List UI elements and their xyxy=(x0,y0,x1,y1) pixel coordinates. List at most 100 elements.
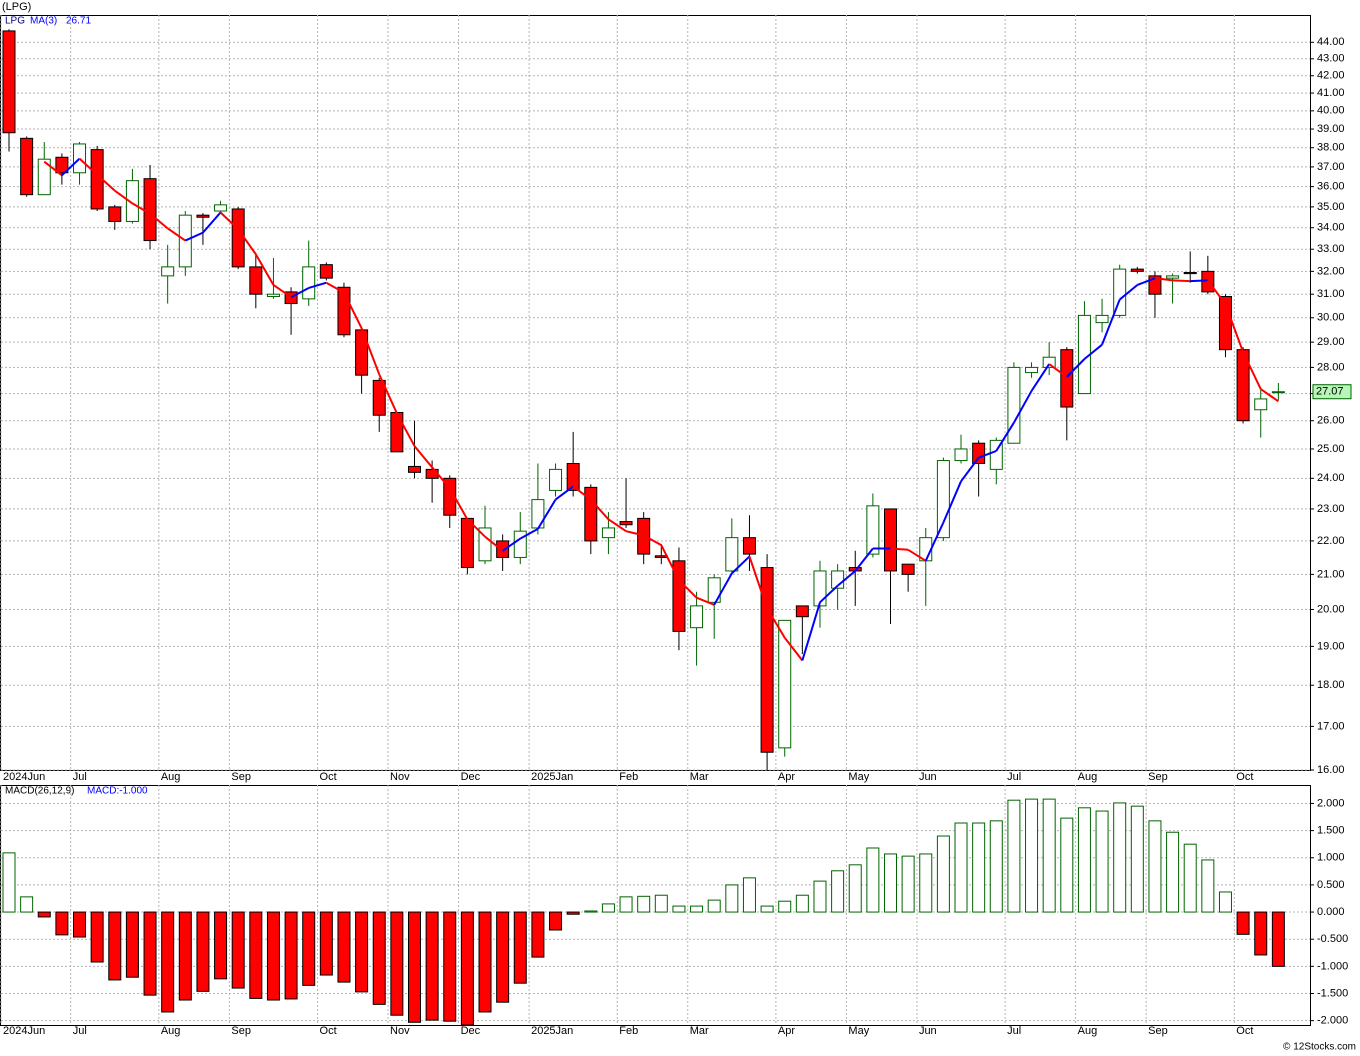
candle-body xyxy=(266,293,280,298)
ma-line xyxy=(114,189,133,205)
macd-bar xyxy=(302,911,316,986)
ma-line xyxy=(1101,299,1121,346)
x-tick-label: Oct xyxy=(1236,1025,1253,1037)
candle-body xyxy=(654,555,668,558)
macd-bar xyxy=(549,911,563,931)
macd-bar xyxy=(760,905,774,913)
ma-line xyxy=(660,544,680,581)
y-tick-label: 37.00 xyxy=(1317,161,1345,173)
ma-line xyxy=(625,530,644,537)
ma-line xyxy=(960,457,980,482)
chart-title: (LPG) xyxy=(2,1,31,13)
candle-body xyxy=(478,527,492,562)
y-tick-label: 44.00 xyxy=(1317,36,1345,48)
candle-body xyxy=(460,517,474,569)
candle-body xyxy=(513,530,527,558)
price-panel xyxy=(0,15,1311,771)
y-tick-label: 1.000 xyxy=(1317,852,1345,864)
y-tick-label: 31.00 xyxy=(1317,288,1345,300)
macd-bar xyxy=(337,911,351,983)
macd-bar xyxy=(319,911,333,976)
candle-body xyxy=(284,291,298,305)
candle-body xyxy=(813,570,827,607)
ma-line xyxy=(590,498,610,520)
ma-line xyxy=(607,518,627,532)
candle-body xyxy=(584,486,598,542)
ma-line xyxy=(819,585,839,604)
macd-bar xyxy=(143,911,157,996)
candle-body xyxy=(407,465,421,473)
candle-body xyxy=(742,537,756,555)
ma-line xyxy=(801,602,821,661)
x-tick-label: Nov xyxy=(390,1025,410,1037)
legend-symbol: LPG xyxy=(5,16,25,27)
macd-bar xyxy=(513,911,527,984)
macd-bar xyxy=(848,864,862,913)
ma-line xyxy=(713,572,733,606)
ma-line xyxy=(96,173,116,192)
macd-bar xyxy=(1218,891,1232,913)
y-tick-label: 26.00 xyxy=(1317,415,1345,427)
candle-body xyxy=(954,448,968,462)
x-tick-label: Oct xyxy=(320,771,337,783)
ma-line xyxy=(748,556,769,609)
macd-bar xyxy=(1254,911,1268,956)
y-tick-label: 43.00 xyxy=(1317,53,1345,65)
candle-body xyxy=(672,560,686,632)
macd-bar xyxy=(1201,859,1215,913)
macd-bar xyxy=(2,852,16,913)
x-tick-label: 2025Jan xyxy=(531,771,573,783)
legend-ma: MA(3) xyxy=(30,16,57,27)
macd-bar xyxy=(566,911,580,915)
macd-bar xyxy=(1025,798,1039,913)
ma-line xyxy=(184,231,204,242)
macd-bar xyxy=(249,911,263,999)
y-tick-label: -1.000 xyxy=(1317,960,1348,972)
macd-bar xyxy=(795,894,809,913)
x-tick-label: Mar xyxy=(690,771,709,783)
y-tick-label: 16.00 xyxy=(1317,764,1345,776)
candle-body xyxy=(549,468,563,491)
x-tick-label: Jul xyxy=(73,1025,87,1037)
x-tick-label: Apr xyxy=(778,771,795,783)
candle-body xyxy=(496,540,510,558)
ma-line xyxy=(1066,358,1086,378)
ma-line xyxy=(272,284,292,299)
x-tick-label: Oct xyxy=(320,1025,337,1037)
y-tick-label: 22.00 xyxy=(1317,535,1345,547)
candle-body xyxy=(108,206,122,222)
ma-line xyxy=(554,485,574,501)
last-price-box xyxy=(1312,384,1352,400)
ma-line xyxy=(1224,303,1245,353)
ma-line xyxy=(78,157,98,176)
last-price-label: 27.07 xyxy=(1316,386,1344,398)
macd-bar xyxy=(725,884,739,913)
y-tick-label: 0.000 xyxy=(1317,906,1345,918)
ma-line xyxy=(783,637,804,662)
macd-bar xyxy=(884,853,897,913)
x-tick-label: Feb xyxy=(619,771,638,783)
x-tick-label: Sep xyxy=(231,1025,251,1037)
ma-line xyxy=(219,211,239,230)
macd-bar xyxy=(901,855,915,913)
candle-body xyxy=(884,508,897,572)
macd-bar xyxy=(531,911,545,958)
macd-bar xyxy=(108,911,122,981)
candle-body xyxy=(73,143,87,174)
macd-value: MACD:-1.000 xyxy=(87,786,148,797)
macd-bar xyxy=(1113,802,1127,913)
macd-bar xyxy=(972,822,986,913)
x-tick-label: Aug xyxy=(161,1025,181,1037)
macd-bar xyxy=(20,896,34,913)
ma-line xyxy=(572,485,592,501)
candle-body xyxy=(1271,391,1285,394)
x-tick-label: Jun xyxy=(919,1025,937,1037)
candle-body xyxy=(936,460,950,539)
candle-body xyxy=(125,180,139,222)
ma-line xyxy=(360,327,381,375)
y-tick-label: 21.00 xyxy=(1317,568,1345,580)
ma-line xyxy=(131,202,151,215)
candle-body xyxy=(161,266,175,277)
